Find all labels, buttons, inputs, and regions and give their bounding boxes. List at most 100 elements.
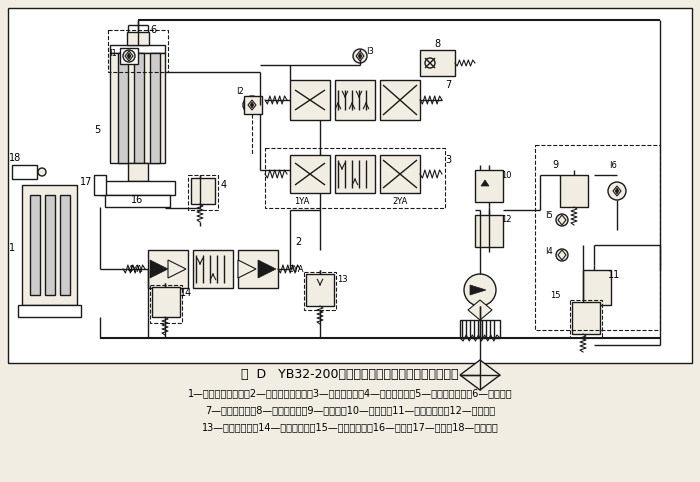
Text: 15: 15	[550, 291, 560, 299]
Bar	[22, 185, 77, 305]
Polygon shape	[615, 188, 619, 194]
Polygon shape	[238, 260, 256, 278]
Polygon shape	[248, 100, 256, 110]
Bar	[335, 155, 375, 193]
Bar	[134, 53, 144, 163]
Bar	[380, 155, 420, 193]
Text: 1: 1	[9, 243, 15, 253]
Polygon shape	[358, 53, 362, 59]
Bar	[583, 270, 611, 305]
Bar	[380, 80, 420, 120]
Bar	[572, 302, 600, 334]
Polygon shape	[250, 102, 254, 108]
Bar	[460, 320, 500, 338]
Bar	[150, 285, 182, 323]
Circle shape	[608, 182, 626, 200]
Bar	[110, 45, 165, 53]
Bar	[420, 50, 455, 76]
Bar	[30, 195, 40, 295]
Bar	[188, 175, 218, 210]
Text: 7—主缸换向阀；8—压力继电器；9—释压阀；10—顺序阀；11—泵站溢流阀；12—减压阀；: 7—主缸换向阀；8—压力继电器；9—释压阀；10—顺序阀；11—泵站溢流阀；12…	[205, 405, 495, 415]
Bar	[94, 175, 106, 195]
Circle shape	[556, 249, 568, 261]
Bar	[120, 48, 138, 64]
Bar	[290, 155, 330, 193]
Text: 3YA: 3YA	[288, 265, 304, 273]
Circle shape	[425, 58, 435, 68]
Bar	[475, 170, 503, 202]
Bar	[108, 30, 168, 72]
Bar	[118, 53, 128, 163]
Text: 9: 9	[552, 160, 558, 170]
Text: 1—下缸（顶出缸）；2—下缸电液换向阀；3—主缸先导阀；4—主缸安全阀；5—上缸（主缸）；6—充液箱；: 1—下缸（顶出缸）；2—下缸电液换向阀；3—主缸先导阀；4—主缸安全阀；5—上缸…	[188, 388, 512, 398]
Bar	[12, 165, 37, 179]
Text: I6: I6	[609, 161, 617, 170]
Circle shape	[123, 50, 135, 62]
Bar	[100, 181, 175, 195]
Bar	[60, 195, 70, 295]
Polygon shape	[150, 260, 168, 278]
Circle shape	[243, 96, 261, 114]
Text: 12: 12	[500, 215, 511, 225]
Bar	[238, 250, 278, 288]
Text: 2YA: 2YA	[392, 197, 407, 205]
Bar	[127, 32, 149, 45]
Circle shape	[464, 274, 496, 306]
Text: 4: 4	[221, 180, 227, 190]
Text: 1YA: 1YA	[294, 197, 309, 205]
Polygon shape	[613, 186, 621, 196]
Circle shape	[38, 168, 46, 176]
Bar	[18, 305, 81, 317]
Polygon shape	[558, 250, 566, 260]
Bar	[535, 145, 660, 330]
Bar	[150, 53, 160, 163]
Bar	[290, 80, 330, 120]
Polygon shape	[470, 285, 486, 295]
Bar	[8, 8, 692, 363]
Polygon shape	[460, 360, 500, 390]
Polygon shape	[558, 215, 566, 225]
Text: 18: 18	[9, 153, 21, 163]
Text: 图  D   YB32-200型四柱万能液压机的液压系统原理图: 图 D YB32-200型四柱万能液压机的液压系统原理图	[241, 369, 458, 381]
Text: 2: 2	[295, 237, 301, 247]
Bar	[475, 215, 503, 247]
Text: I3: I3	[366, 48, 374, 56]
Bar	[191, 178, 215, 204]
Text: I2: I2	[236, 88, 244, 96]
Bar	[128, 163, 148, 181]
Text: I5: I5	[545, 211, 553, 219]
Polygon shape	[468, 300, 492, 320]
Bar	[265, 148, 445, 208]
Polygon shape	[125, 51, 133, 61]
Bar	[570, 300, 602, 338]
Bar	[304, 272, 336, 310]
Text: I1: I1	[109, 50, 117, 58]
Bar	[193, 250, 233, 288]
Bar	[105, 195, 170, 207]
Text: 8: 8	[434, 39, 440, 49]
Polygon shape	[168, 260, 186, 278]
Circle shape	[353, 49, 367, 63]
Text: 16: 16	[131, 195, 143, 205]
Polygon shape	[481, 180, 489, 186]
Text: 5: 5	[94, 125, 100, 135]
Polygon shape	[356, 51, 364, 61]
Bar	[244, 96, 262, 114]
Text: 3: 3	[445, 155, 451, 165]
Text: I4: I4	[545, 247, 553, 256]
Bar	[110, 53, 165, 163]
Bar	[148, 250, 188, 288]
Bar	[560, 175, 588, 207]
Text: 13: 13	[337, 276, 347, 284]
Circle shape	[556, 214, 568, 226]
Text: 14: 14	[180, 288, 192, 298]
Bar	[45, 195, 55, 295]
Polygon shape	[258, 260, 276, 278]
Bar	[335, 80, 375, 120]
Text: 13—下缸溢流阀；14—下缸安全阀；15—远程调压阀；16—滑块；17—挡块；18—行程开关: 13—下缸溢流阀；14—下缸安全阀；15—远程调压阀；16—滑块；17—挡块；1…	[202, 422, 498, 432]
Bar	[306, 274, 334, 306]
Bar	[152, 287, 180, 317]
Polygon shape	[127, 53, 131, 59]
Text: 6: 6	[150, 25, 156, 35]
Text: 10: 10	[500, 171, 511, 179]
